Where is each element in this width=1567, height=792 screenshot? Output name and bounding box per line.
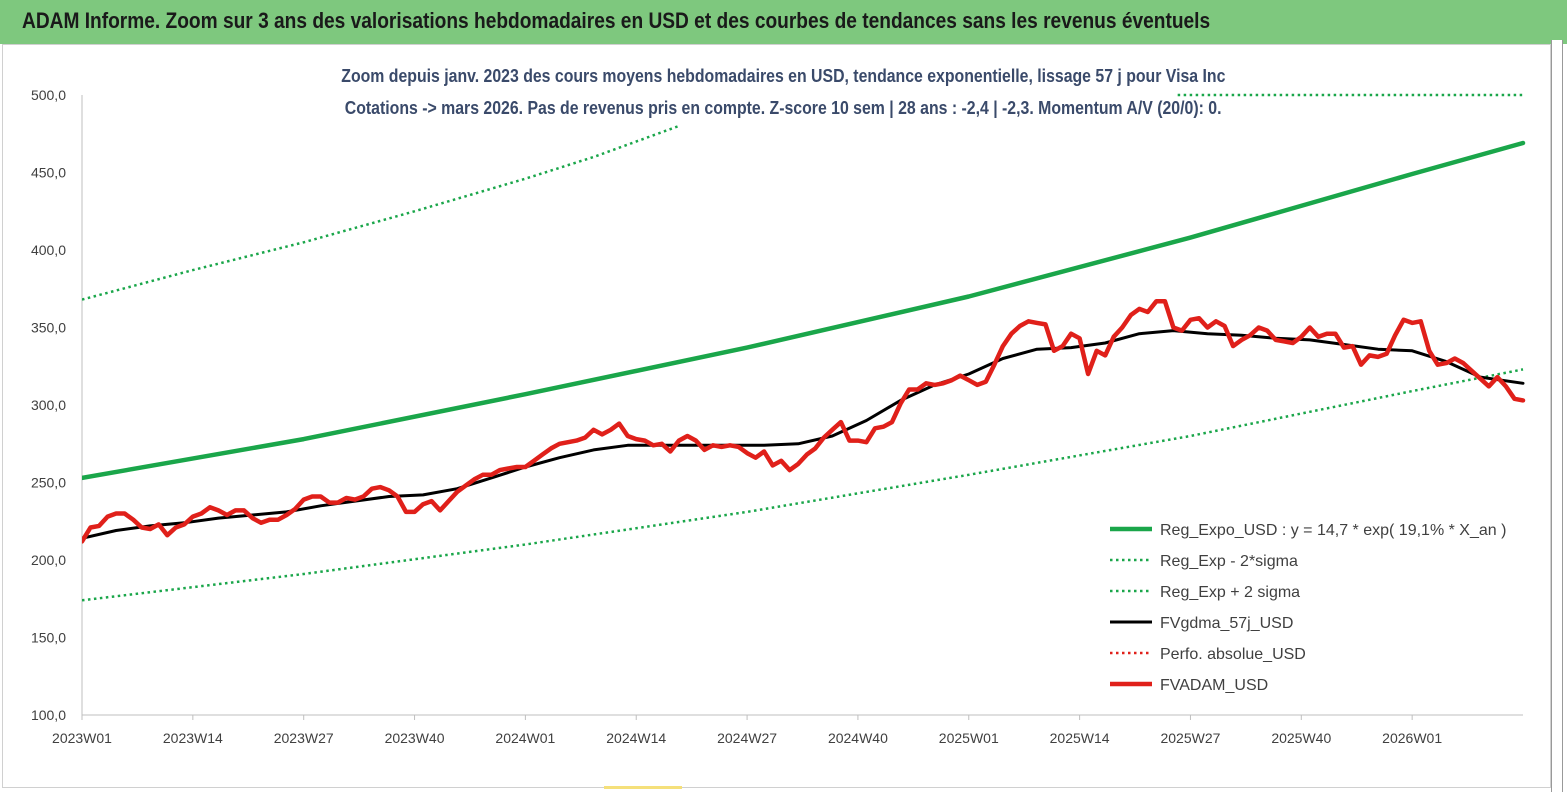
x-tick-label: 2025W14 (1050, 730, 1110, 746)
y-tick-label: 450,0 (31, 165, 66, 181)
x-tick-label: 2024W27 (717, 730, 777, 746)
legend-label: Reg_Exp - 2*sigma (1160, 553, 1298, 570)
x-tick-label: 2024W40 (828, 730, 888, 746)
x-tick-label: 2024W14 (606, 730, 666, 746)
x-tick-label: 2023W27 (274, 730, 334, 746)
series-line-2 (82, 124, 680, 301)
legend-label: FVADAM_USD (1160, 677, 1268, 694)
legend-label: FVgdma_57j_USD (1160, 615, 1293, 632)
x-tick-label: 2023W14 (163, 730, 223, 746)
x-tick-label: 2023W40 (385, 730, 445, 746)
y-tick-label: 500,0 (31, 87, 66, 103)
scrollbar-edge (1551, 40, 1563, 792)
x-tick-label: 2025W01 (939, 730, 999, 746)
y-tick-label: 250,0 (31, 475, 66, 491)
x-tick-label: 2025W27 (1160, 730, 1220, 746)
x-tick-label: 2026W01 (1382, 730, 1442, 746)
bottom-marker (604, 786, 682, 789)
series-line-1 (82, 368, 1524, 602)
series-line-5 (82, 298, 1526, 544)
x-tick-label: 2023W01 (52, 730, 112, 746)
report-title: ADAM Informe. Zoom sur 3 ans des valoris… (22, 8, 1211, 33)
series-line-0 (82, 140, 1526, 481)
report-banner: ADAM Informe. Zoom sur 3 ans des valoris… (0, 0, 1567, 44)
plot-area (82, 124, 1526, 602)
x-tick-label: 2024W01 (495, 730, 555, 746)
legend-label: Perfo. absolue_USD (1160, 646, 1306, 663)
x-tick-label: 2025W40 (1271, 730, 1331, 746)
chart-subtitle: Cotations -> mars 2026. Pas de revenus p… (345, 98, 1222, 118)
y-tick-label: 100,0 (31, 707, 66, 723)
legend-label: Reg_Expo_USD : y = 14,7 * exp( 19,1% * X… (1160, 522, 1506, 539)
y-tick-label: 200,0 (31, 552, 66, 568)
y-tick-label: 300,0 (31, 397, 66, 413)
legend-label: Reg_Exp + 2 sigma (1160, 584, 1300, 601)
chart-title: Zoom depuis janv. 2023 des cours moyens … (341, 66, 1226, 86)
y-tick-label: 350,0 (31, 320, 66, 336)
y-tick-label: 400,0 (31, 242, 66, 258)
y-tick-label: 150,0 (31, 630, 66, 646)
